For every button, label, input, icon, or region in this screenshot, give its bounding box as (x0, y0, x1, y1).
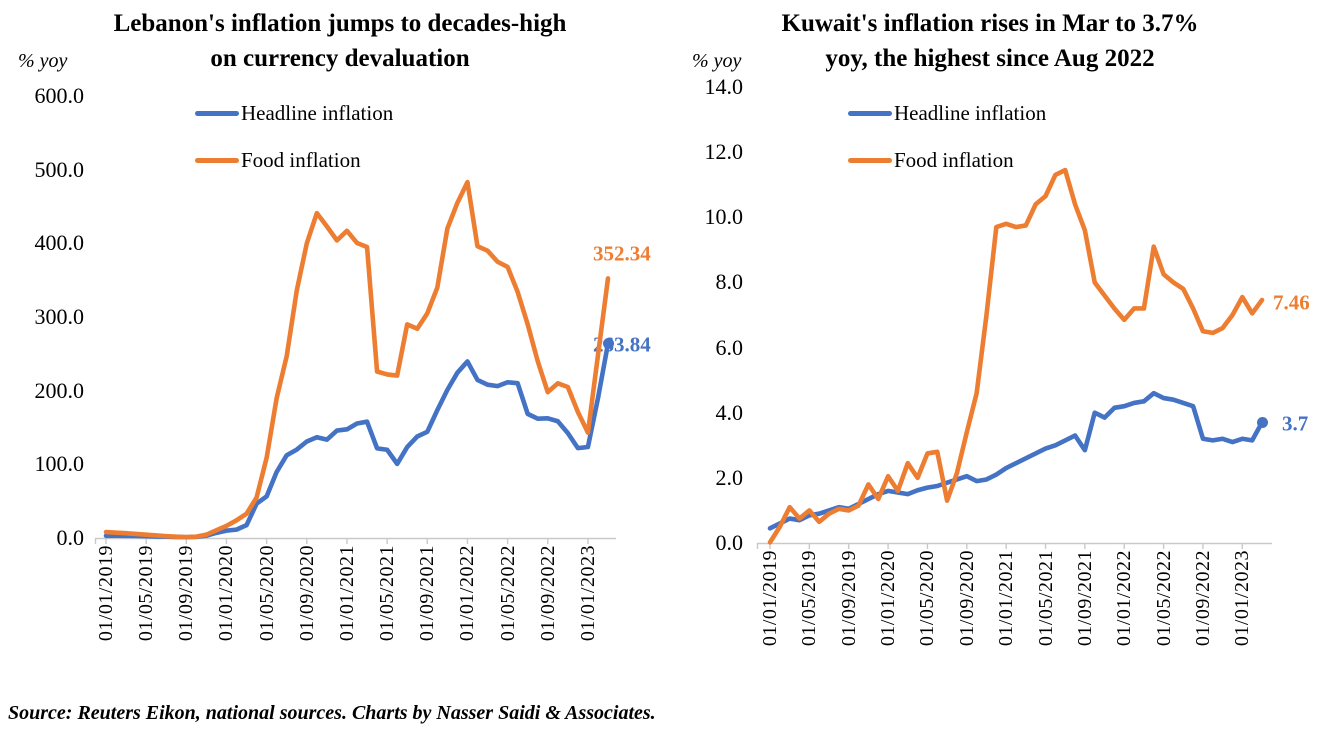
y-tick-label: 0.0 (56, 525, 85, 550)
legend: Headline inflation Food inflation (195, 100, 393, 194)
chart-title-line-2: on currency devaluation (210, 45, 470, 72)
source-note: Source: Reuters Eikon, national sources.… (8, 702, 656, 724)
legend-label-food: Food inflation (241, 147, 361, 172)
legend-label-headline: Headline inflation (241, 100, 394, 125)
x-tick-label: 01/05/2022 (496, 545, 519, 642)
y-tick-label: 8.0 (715, 269, 744, 295)
food-inflation-line (767, 167, 1265, 545)
y-tick-label: 200.0 (34, 377, 85, 403)
x-tick-label: 01/09/2022 (536, 545, 559, 642)
x-tick-label: 01/01/2020 (877, 550, 900, 647)
legend-swatch-food (195, 157, 239, 163)
x-tick-label: 01/05/2019 (135, 545, 158, 642)
x-tick-label: 01/01/2019 (759, 550, 781, 647)
x-tick-label: 01/09/2019 (175, 545, 198, 642)
y-tick-label: 300.0 (34, 304, 85, 329)
food-last-value-label: 7.46 (1273, 290, 1310, 315)
x-tick-label: 01/01/2022 (456, 545, 479, 642)
chart-title: Lebanon's inflation jumps to decades-hig… (40, 6, 640, 76)
x-tick-label: 01/09/2019 (837, 550, 860, 647)
x-tick-label: 01/09/2021 (416, 545, 439, 642)
legend-item-food-inflation: Food inflation (195, 147, 393, 173)
x-tick-label: 01/05/2019 (798, 550, 821, 647)
legend-swatch-headline (848, 110, 892, 116)
x-tick-label: 01/01/2021 (335, 545, 358, 642)
legend-label-headline: Headline inflation (894, 100, 1047, 125)
y-axis-unit-label: % yoy (692, 50, 742, 72)
x-tick-label: 01/01/2021 (995, 550, 1018, 647)
x-tick-label: 01/05/2021 (1034, 550, 1057, 647)
x-tick-label: 01/05/2020 (255, 545, 278, 642)
chart-title-line-1: Kuwait's inflation rises in Mar to 3.7% (781, 10, 1199, 37)
x-tick-label: 01/09/2020 (295, 545, 318, 642)
x-tick-label: 01/01/2019 (95, 545, 117, 642)
y-tick-label: 4.0 (715, 399, 744, 425)
y-tick-label: 10.0 (704, 204, 744, 230)
x-tick-label: 01/09/2021 (1073, 550, 1096, 647)
y-axis-unit-label: % yoy (18, 50, 68, 72)
y-tick-label: 600.0 (34, 83, 85, 108)
x-tick-label: 01/05/2022 (1152, 550, 1175, 647)
y-tick-label: 12.0 (704, 139, 744, 165)
chart-title-line-1: Lebanon's inflation jumps to decades-hig… (113, 10, 567, 37)
x-tick-label: 01/05/2021 (376, 545, 399, 642)
y-tick-label: 2.0 (715, 464, 744, 490)
y-tick-label: 14.0 (704, 74, 744, 99)
legend-swatch-headline (195, 110, 239, 116)
food-inflation-line (103, 179, 611, 540)
y-tick-label: 400.0 (34, 230, 85, 256)
x-tick-label: 01/05/2020 (916, 550, 939, 647)
legend: Headline inflation Food inflation (848, 100, 1046, 194)
headline-last-value-label: 3.7 (1282, 411, 1309, 436)
legend-label-food: Food inflation (894, 147, 1014, 172)
y-tick-label: 100.0 (34, 451, 85, 477)
x-tick-label: 01/09/2020 (955, 550, 978, 647)
legend-swatch-food (848, 157, 892, 163)
last-point-marker (602, 338, 614, 350)
y-tick-label: 500.0 (34, 156, 85, 182)
x-tick-label: 01/09/2022 (1191, 550, 1214, 647)
x-tick-label: 01/01/2020 (215, 545, 238, 642)
legend-item-food-inflation: Food inflation (848, 147, 1046, 173)
x-tick-label: 01/01/2023 (1231, 550, 1254, 647)
y-tick-label: 6.0 (715, 334, 744, 360)
y-tick-label: 0.0 (715, 530, 744, 555)
legend-item-headline-inflation: Headline inflation (195, 100, 393, 126)
headline-inflation-line (103, 341, 611, 540)
x-tick-label: 01/01/2023 (576, 545, 599, 642)
chart-title: Kuwait's inflation rises in Mar to 3.7% … (690, 6, 1290, 76)
food-last-value-label: 352.34 (593, 241, 651, 266)
chart-title-line-2: yoy, the highest since Aug 2022 (825, 45, 1155, 72)
last-point-marker (1256, 416, 1268, 428)
x-tick-label: 01/01/2022 (1113, 550, 1136, 647)
legend-item-headline-inflation: Headline inflation (848, 100, 1046, 126)
